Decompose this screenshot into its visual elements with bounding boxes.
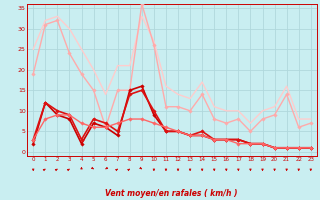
Text: Vent moyen/en rafales ( km/h ): Vent moyen/en rafales ( km/h ) xyxy=(105,189,237,198)
